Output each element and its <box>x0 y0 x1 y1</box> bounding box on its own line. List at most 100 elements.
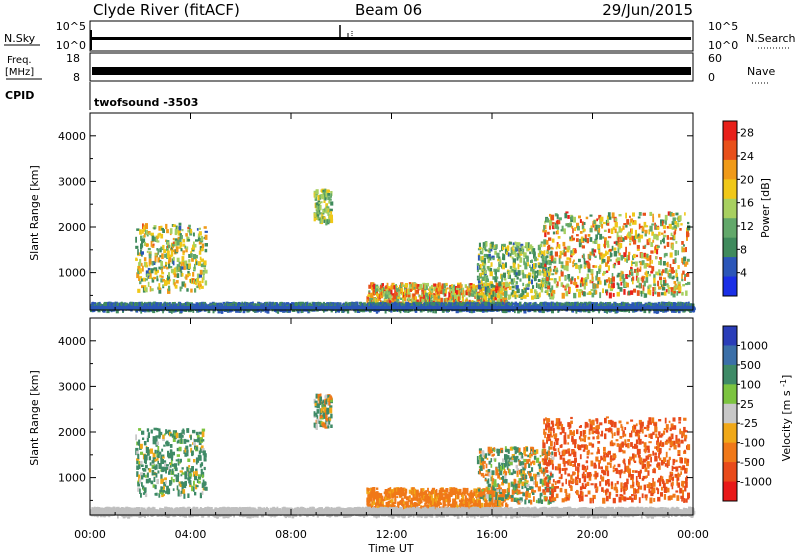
scatter-cell <box>595 290 598 295</box>
scatter-cell <box>187 238 191 242</box>
scatter-cell <box>533 275 536 279</box>
scatter-cell <box>195 255 198 259</box>
scatter-cell <box>590 269 594 275</box>
scatter-cell <box>393 296 397 301</box>
scatter-cell <box>144 223 148 229</box>
scatter-cell <box>345 301 348 306</box>
scatter-cell <box>574 262 578 266</box>
scatter-cell <box>323 200 326 203</box>
scatter-cell <box>445 282 448 286</box>
scatter-cell <box>141 262 143 267</box>
scatter-cell <box>442 288 446 295</box>
scatter-cell <box>192 272 195 277</box>
scatter-cell <box>643 262 647 269</box>
scatter-cell <box>589 214 593 217</box>
scatter-cell <box>641 276 644 283</box>
scatter-cell <box>150 232 154 237</box>
scatter-cell <box>587 267 591 273</box>
scatter-cell <box>611 212 615 219</box>
scatter-cell <box>157 454 160 459</box>
scatter-cell <box>630 290 634 295</box>
scatter-cell <box>407 289 411 295</box>
scatter-cell <box>286 302 290 305</box>
scatter-cell <box>476 263 479 270</box>
scatter-cell <box>144 287 148 293</box>
scatter-cell <box>614 218 618 222</box>
scatter-cell <box>444 293 447 297</box>
scatter-cell <box>370 292 374 296</box>
scatter-cell <box>663 291 667 296</box>
scatter-cell <box>163 460 167 463</box>
scatter-cell <box>156 441 159 446</box>
scatter-cell <box>356 301 358 307</box>
scatter-cell <box>160 278 164 283</box>
scatter-cell <box>649 211 653 216</box>
scatter-cell <box>640 252 644 259</box>
scatter-cell <box>168 272 170 277</box>
scatter-cell <box>686 235 688 241</box>
scatter-cell <box>488 253 491 257</box>
scatter-cell <box>512 251 517 255</box>
scatter-cell <box>188 259 191 263</box>
scatter-cell <box>649 255 652 260</box>
scatter-cell <box>581 221 584 226</box>
scatter-cell <box>154 256 157 262</box>
scatter-cell <box>561 292 565 299</box>
scatter-cell <box>647 302 652 306</box>
scatter-cell <box>511 269 514 272</box>
scatter-cell <box>523 294 527 299</box>
freq-panel-frame <box>89 52 694 82</box>
colorbar-tick-label: 12 <box>740 220 754 233</box>
scatter-cell <box>480 282 482 287</box>
scatter-cell <box>604 240 606 244</box>
scatter-cell <box>553 265 557 270</box>
scatter-cell <box>176 273 180 278</box>
scatter-cell <box>477 255 481 261</box>
scatter-cell <box>499 258 502 264</box>
scatter-cell <box>383 297 386 301</box>
scatter-cell <box>619 243 623 249</box>
scatter-cell <box>172 437 176 442</box>
scatter-cell <box>491 242 494 248</box>
scatter-cell <box>169 254 173 258</box>
scatter-cell <box>516 256 519 261</box>
scatter-cell <box>494 250 497 255</box>
scatter-cell <box>430 291 433 298</box>
scatter-cell <box>599 254 602 260</box>
scatter-cell <box>437 295 440 299</box>
scatter-cell <box>514 241 517 245</box>
scatter-cell <box>491 281 493 284</box>
scatter-cell <box>416 289 419 294</box>
scatter-cell <box>542 266 545 272</box>
scatter-cell <box>181 486 184 492</box>
scatter-cell <box>279 302 282 308</box>
date-title: 29/Jun/2015 <box>602 1 693 19</box>
scatter-cell <box>139 229 142 235</box>
scatter-cell <box>666 241 670 247</box>
scatter-cell <box>621 271 624 277</box>
scatter-cell <box>426 285 428 290</box>
scatter-cell <box>480 299 484 303</box>
scatter-cell <box>592 241 595 244</box>
scatter-cell <box>183 493 186 499</box>
scatter-cell <box>528 281 532 284</box>
scatter-cell <box>566 265 569 272</box>
scatter-cell <box>326 206 330 209</box>
scatter-cell <box>483 262 487 266</box>
scatter-cell <box>464 284 467 289</box>
scatter-cell <box>465 289 469 296</box>
scatter-cell <box>168 262 170 268</box>
scatter-cell <box>142 437 145 440</box>
scatter-cell <box>183 265 186 270</box>
scatter-cell <box>168 468 171 475</box>
scatter-cell <box>517 270 521 276</box>
scatter-cell <box>172 237 175 241</box>
scatter-cell <box>148 276 152 279</box>
scatter-cell <box>144 474 147 478</box>
scatter-cell <box>471 288 474 293</box>
scatter-cell <box>671 303 674 307</box>
scatter-cell <box>400 297 403 300</box>
scatter-cell <box>326 189 330 193</box>
scatter-cell <box>574 303 577 307</box>
scatter-cell <box>197 235 201 242</box>
